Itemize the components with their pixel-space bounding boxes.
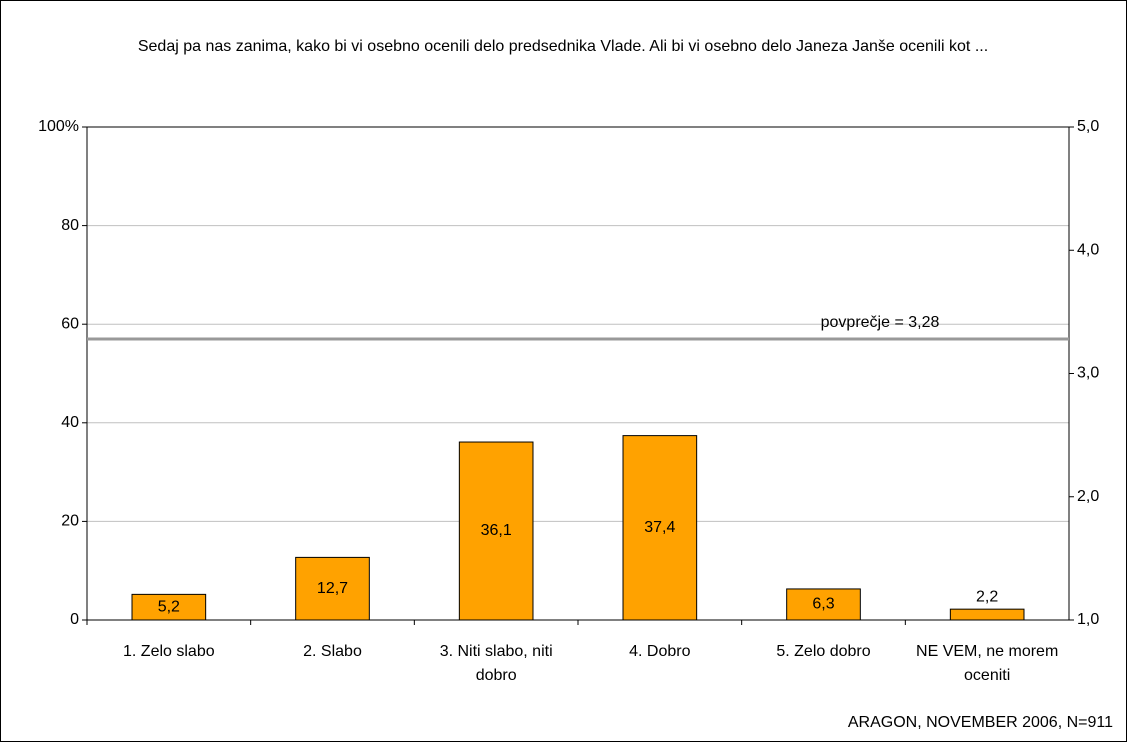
y2-tick-label: 4,0	[1077, 241, 1099, 258]
bar	[458, 441, 534, 621]
x-tick-label: 4. Dobro	[629, 643, 691, 660]
data-label: 2,2	[976, 588, 998, 605]
data-label: 5,2	[158, 598, 180, 615]
data-label: 12,7	[317, 580, 348, 597]
y2-tick-label: 3,0	[1077, 365, 1099, 382]
x-tick-label: 1. Zelo slabo	[123, 643, 215, 660]
x-tick-label: 5. Zelo dobro	[776, 643, 871, 660]
bar	[622, 435, 698, 621]
y-tick-label: 80	[61, 217, 79, 234]
x-tick-label: 3. Niti slabo, niti dobro	[439, 643, 553, 684]
data-label: 6,3	[812, 596, 834, 613]
y-tick-label: 20	[61, 513, 79, 530]
y-tick-label: 100%	[38, 118, 79, 135]
bar	[949, 608, 1025, 621]
data-label: 36,1	[481, 522, 512, 539]
y-tick-label: 0	[70, 611, 79, 628]
y2-tick-label: 5,0	[1077, 118, 1099, 135]
y-tick-label: 40	[61, 414, 79, 431]
x-tick-label: NE VEM, ne morem oceniti	[916, 643, 1059, 684]
y2-tick-label: 1,0	[1077, 611, 1099, 628]
bar	[295, 556, 370, 621]
average-label: povprečje = 3,28	[821, 314, 940, 331]
bar	[131, 593, 207, 621]
bar	[786, 588, 861, 621]
chart-title: Sedaj pa nas zanima, kako bi vi osebno o…	[137, 38, 989, 55]
y2-tick-label: 2,0	[1077, 488, 1099, 505]
data-label: 37,4	[644, 519, 675, 536]
y-tick-label: 60	[61, 315, 79, 332]
x-tick-label: 2. Slabo	[303, 643, 362, 660]
source: ARAGON, NOVEMBER 2006, N=911	[847, 714, 1113, 731]
